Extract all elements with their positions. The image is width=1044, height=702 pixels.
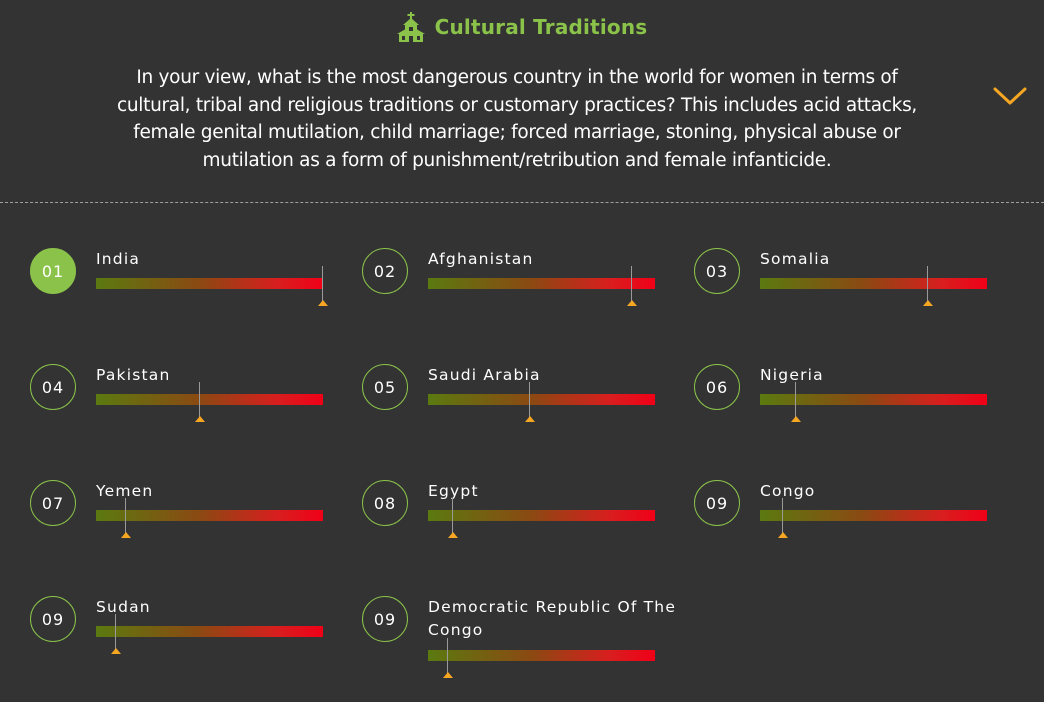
- country-name: Democratic Republic Of The Congo: [428, 598, 677, 639]
- page-title: Cultural Traditions: [434, 15, 648, 39]
- question-text: In your view, what is the most dangerous…: [60, 64, 974, 174]
- score-marker-icon: [448, 532, 458, 538]
- country-name: India: [96, 250, 141, 268]
- score-marker-icon: [318, 300, 328, 306]
- score-marker-line: [529, 382, 530, 418]
- question-line: mutilation as a form of punishment/retri…: [202, 149, 832, 171]
- country-name: Pakistan: [96, 366, 171, 384]
- score-marker-line: [782, 498, 783, 534]
- score-marker-icon: [525, 416, 535, 422]
- score-marker-line: [447, 638, 448, 674]
- rank-badge: 09: [694, 480, 740, 526]
- rank-badge: 04: [30, 364, 76, 410]
- ranking-item: 05 Saudi Arabia: [362, 342, 662, 442]
- ranking-item: 02 Afghanistan: [362, 226, 662, 326]
- score-bar: [428, 394, 655, 405]
- question-line: female genital mutilation, child marriag…: [133, 122, 901, 143]
- country-name: Egypt: [428, 482, 479, 500]
- score-marker-icon: [923, 300, 933, 306]
- score-bar: [96, 394, 323, 405]
- score-marker-icon: [791, 416, 801, 422]
- country-name: Congo: [760, 482, 816, 500]
- country-name: Nigeria: [760, 366, 824, 384]
- score-bar: [760, 278, 987, 289]
- church-icon: [396, 12, 425, 42]
- rank-badge: 03: [694, 248, 740, 294]
- score-marker-line: [125, 498, 126, 534]
- score-marker-icon: [443, 672, 453, 678]
- score-bar: [428, 278, 655, 289]
- ranking-item: 08 Egypt: [362, 458, 662, 558]
- ranking-item: 09 Congo: [694, 458, 994, 558]
- section-divider: [0, 202, 1044, 203]
- country-name: Saudi Arabia: [428, 366, 541, 384]
- score-marker-line: [631, 266, 632, 302]
- ranking-item: 09 Democratic Republic Of The Congo: [362, 574, 675, 678]
- rank-badge: 06: [694, 364, 740, 410]
- score-marker-line: [199, 382, 200, 418]
- rank-badge: 07: [30, 480, 76, 526]
- ranking-item: 03 Somalia: [694, 226, 994, 326]
- rank-badge: 01: [30, 248, 76, 294]
- ranking-item: 09 Sudan: [30, 574, 330, 674]
- title-row: Cultural Traditions: [0, 12, 1044, 42]
- score-marker-line: [322, 266, 323, 302]
- question-line: cultural, tribal and religious tradition…: [116, 94, 918, 116]
- score-marker-line: [452, 498, 453, 534]
- header: Cultural Traditions In your view, what i…: [0, 0, 1044, 202]
- score-bar: [428, 650, 655, 661]
- rank-badge: 05: [362, 364, 408, 410]
- country-name: Sudan: [96, 598, 151, 616]
- score-marker-icon: [195, 416, 205, 422]
- score-marker-line: [795, 382, 796, 418]
- ranking-item: 07 Yemen: [30, 458, 330, 558]
- rank-badge: 09: [362, 596, 408, 642]
- country-name: Somalia: [760, 250, 831, 268]
- ranking-item: 04 Pakistan: [30, 342, 330, 442]
- country-name: Afghanistan: [428, 250, 534, 268]
- score-bar: [96, 510, 323, 521]
- question-line: In your view, what is the most dangerous…: [136, 67, 898, 88]
- score-marker-line: [115, 614, 116, 650]
- score-bar: [760, 510, 987, 521]
- score-marker-icon: [627, 300, 637, 306]
- ranking-item: 06 Nigeria: [694, 342, 994, 442]
- score-marker-icon: [121, 532, 131, 538]
- score-bar: [96, 278, 323, 289]
- score-marker-icon: [111, 648, 121, 654]
- chevron-down-icon[interactable]: [992, 84, 1028, 108]
- score-marker-line: [927, 266, 928, 302]
- score-bar: [760, 394, 987, 405]
- rank-badge: 09: [30, 596, 76, 642]
- score-marker-icon: [778, 532, 788, 538]
- rank-badge: 02: [362, 248, 408, 294]
- ranking-item: 01 India: [30, 226, 330, 326]
- score-bar: [428, 510, 655, 521]
- rank-badge: 08: [362, 480, 408, 526]
- country-name: Yemen: [96, 482, 154, 500]
- score-bar: [96, 626, 323, 637]
